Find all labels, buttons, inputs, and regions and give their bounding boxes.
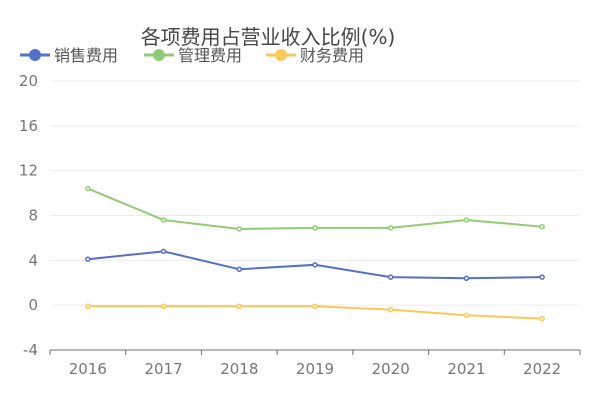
data-point [236, 226, 243, 232]
y-tick-label: -4 [23, 341, 38, 359]
data-point [160, 217, 167, 223]
x-tick-label: 2022 [523, 360, 561, 378]
legend-item-1[interactable]: 销售费用 [20, 46, 118, 65]
data-point [463, 312, 470, 319]
y-tick-label: 12 [19, 162, 38, 180]
data-point [85, 256, 91, 262]
legend-label: 管理费用 [178, 46, 242, 65]
data-point [463, 217, 470, 223]
data-point [312, 262, 318, 268]
data-point [539, 315, 545, 322]
data-point [312, 225, 318, 231]
legend: 销售费用 管理费用 财务费用 [20, 46, 364, 65]
legend-item-3[interactable]: 财务费用 [266, 46, 364, 65]
series-layer [85, 185, 545, 322]
series-3 [85, 303, 545, 322]
y-tick-label: 20 [19, 72, 38, 90]
data-point [236, 303, 243, 310]
legend-label: 销售费用 [54, 46, 118, 65]
data-point [463, 275, 470, 282]
legend-marker [29, 49, 41, 61]
y-tick-label: 0 [28, 296, 38, 314]
x-axis: 2016 2017 2018 2019 2020 2021 2022 [49, 349, 581, 378]
x-tick-label: 2021 [447, 360, 485, 378]
data-point [160, 248, 167, 255]
data-point [387, 274, 394, 280]
x-tick-label: 2016 [69, 360, 107, 378]
data-point [387, 306, 394, 313]
legend-item-2[interactable]: 管理费用 [144, 46, 242, 65]
data-point [387, 225, 394, 231]
data-point [236, 266, 243, 273]
x-tick-label: 2018 [220, 360, 258, 378]
y-tick-label: 4 [28, 251, 38, 269]
series-2 [85, 185, 545, 232]
legend-marker [275, 49, 287, 61]
data-point [539, 223, 545, 230]
data-point [85, 303, 91, 310]
data-point [160, 303, 167, 310]
y-tick-label: 8 [28, 207, 38, 225]
legend-label: 财务费用 [300, 46, 364, 65]
series-1 [85, 248, 545, 282]
series-line [87, 187, 543, 230]
data-point [85, 185, 91, 192]
legend-marker [153, 49, 165, 61]
y-axis: -4 0 4 8 12 16 20 [19, 72, 38, 359]
data-point [312, 303, 318, 310]
data-point [539, 274, 545, 280]
chart-title: 各项费用占营业收入比例(%) [141, 25, 396, 49]
x-tick-label: 2020 [372, 360, 410, 378]
x-tick-label: 2019 [296, 360, 334, 378]
x-tick-label: 2017 [144, 360, 182, 378]
grid [50, 80, 580, 306]
y-tick-label: 16 [19, 117, 38, 135]
